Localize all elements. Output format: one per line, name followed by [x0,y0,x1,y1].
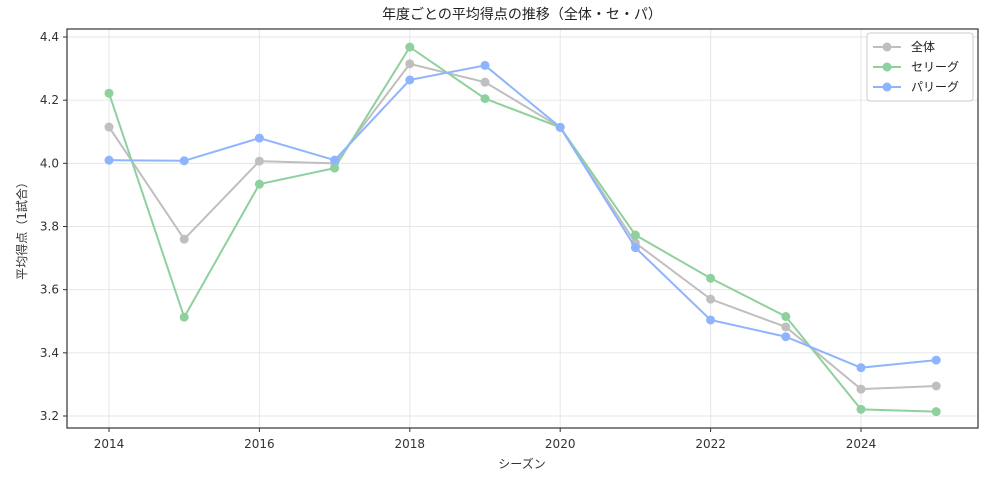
legend-marker [882,82,892,92]
data-point [706,294,716,304]
plot-frame [66,28,979,429]
data-point [104,122,114,132]
data-point [856,404,866,414]
data-point [480,94,490,104]
y-axis-ticks: 3.2 3.4 3.6 3.8 4.0 4.2 4.4 [40,30,67,423]
data-point [254,179,264,189]
y-tick-label: 4.2 [40,93,59,107]
data-point [781,332,791,342]
legend-label: 全体 [911,39,935,54]
legend-label: セリーグ [911,60,959,74]
series-line [108,45,937,413]
y-tick-label: 3.6 [40,283,59,297]
data-point [480,60,490,70]
data-point [706,315,716,325]
data-point [781,322,791,332]
data-point [179,156,189,166]
series-2 [104,60,941,373]
data-point [254,133,264,143]
y-axis-label: 平均得点（1試合） [14,176,29,280]
y-tick-label: 3.2 [40,409,59,423]
data-point [330,163,340,173]
legend-box [866,32,974,102]
data-point [104,88,114,98]
data-point [104,155,114,165]
x-axis-ticks: 2014 2016 2018 2020 2022 2024 [94,428,877,451]
series-1 [104,42,941,417]
data-point [179,234,189,244]
x-tick-label: 2018 [395,437,426,451]
x-tick-label: 2022 [695,437,726,451]
legend-label: パリーグ [911,80,959,94]
data-point [856,384,866,394]
chart-title: 年度ごとの平均得点の推移（全体・セ・パ） [382,6,662,23]
y-tick-label: 4.4 [40,30,59,44]
legend-marker [882,42,892,52]
gridlines [67,29,978,428]
data-point [480,77,490,87]
y-tick-label: 4.0 [40,156,59,170]
data-point [179,312,189,322]
y-tick-label: 3.8 [40,220,59,234]
data-point [931,381,941,391]
data-series [104,42,941,417]
data-point [630,243,640,253]
x-tick-label: 2016 [244,437,275,451]
x-tick-label: 2020 [545,437,576,451]
data-point [781,312,791,322]
data-point [931,407,941,417]
data-point [931,355,941,365]
data-point [856,363,866,373]
legend-marker [882,62,892,72]
series-line [108,62,937,391]
data-point [330,155,340,165]
data-point [555,122,565,132]
x-tick-label: 2024 [846,437,877,451]
x-axis-label: シーズン [498,456,545,471]
data-point [630,230,640,240]
data-point [254,156,264,166]
series-line [108,64,937,369]
data-point [405,75,415,85]
x-tick-label: 2014 [94,437,125,451]
y-tick-label: 3.4 [40,346,59,360]
data-point [706,273,716,283]
data-point [405,59,415,69]
data-point [405,42,415,52]
